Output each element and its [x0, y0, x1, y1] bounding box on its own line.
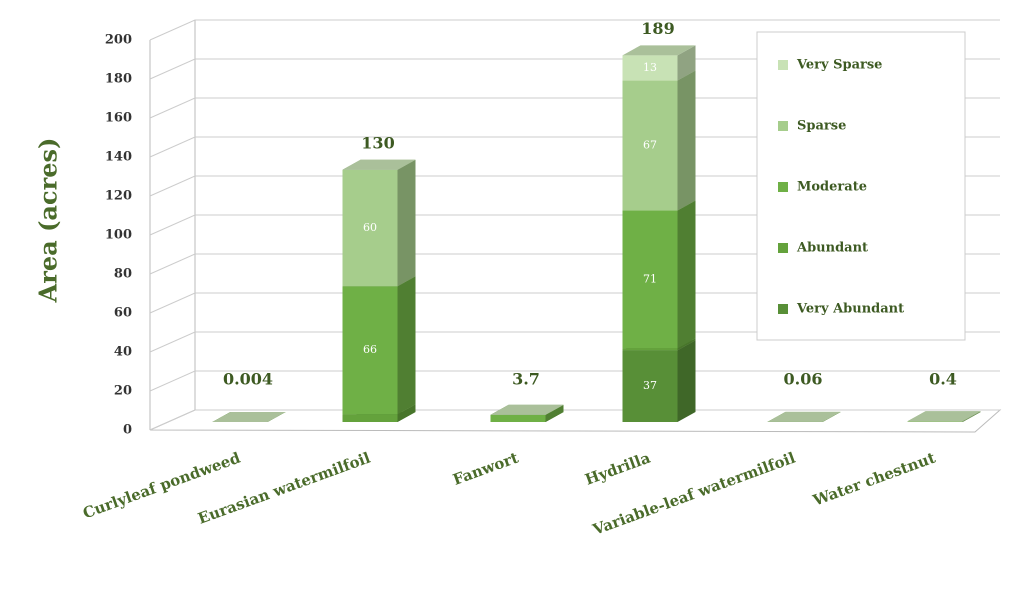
grid-line	[149, 58, 1000, 80]
y-tick-label: 40	[114, 345, 132, 360]
total-label: 130	[361, 133, 394, 152]
legend-label: Abundant	[796, 241, 868, 256]
bar-side	[397, 159, 416, 287]
y-tick-label: 20	[114, 384, 132, 399]
grid-line	[149, 253, 1000, 275]
legend-label: Very Sparse	[796, 58, 882, 73]
y-axis-title: Area (acres)	[34, 138, 63, 304]
bar-front	[622, 80, 678, 211]
bar-side	[397, 404, 416, 422]
bar-top	[212, 411, 286, 422]
grid-line	[149, 409, 1000, 431]
bar-top	[767, 411, 841, 422]
legend-label: Sparse	[797, 119, 846, 134]
y-tick-label: 180	[105, 72, 132, 87]
bar-side	[822, 411, 841, 422]
segment-label: 71	[643, 272, 657, 285]
bar-top	[342, 159, 416, 170]
total-label: 0.004	[223, 370, 273, 389]
bar-top	[907, 411, 981, 422]
grid-line	[149, 370, 1000, 392]
bar-front	[622, 350, 678, 422]
bar-side	[677, 45, 696, 81]
y-tick-label: 0	[123, 423, 132, 438]
bar-top	[490, 404, 564, 415]
y-tick-label: 140	[105, 150, 132, 165]
y-tick-label: 120	[105, 189, 132, 204]
total-label: 0.4	[929, 370, 957, 389]
bar-side	[545, 404, 564, 422]
total-label: 189	[641, 19, 674, 38]
bar-front	[342, 286, 398, 415]
legend-swatch	[778, 304, 788, 314]
segment-label: 13	[643, 61, 657, 74]
segment-label: 66	[363, 343, 377, 356]
x-tick-label: Fanwort	[450, 449, 520, 489]
bar-front	[622, 210, 678, 349]
legend-swatch	[778, 182, 788, 192]
bar-side	[962, 411, 981, 422]
bar-side	[677, 338, 696, 351]
bar-front	[622, 348, 678, 351]
y-tick-label: 200	[105, 33, 132, 48]
legend-swatch	[778, 60, 788, 70]
bar-front	[907, 421, 963, 422]
y-tick-label: 60	[114, 306, 132, 321]
bar-side	[267, 411, 286, 422]
bar-top	[622, 45, 696, 56]
grid-line	[149, 292, 1000, 314]
legend-swatch	[778, 121, 788, 131]
legend-label: Very Abundant	[796, 302, 904, 317]
segment-label: 60	[363, 221, 377, 234]
bar-side	[397, 276, 416, 415]
grid-line	[149, 97, 1000, 119]
bar-side	[677, 70, 696, 211]
y-tick-label: 160	[105, 111, 132, 126]
x-tick-label: Water chestnut	[810, 449, 938, 510]
total-label: 3.7	[512, 370, 540, 389]
grid-line	[149, 214, 1000, 236]
y-tick-label: 80	[114, 267, 132, 282]
grid-line	[149, 136, 1000, 158]
bar-front	[342, 169, 398, 287]
segment-label: 37	[643, 379, 657, 392]
bar-side	[677, 340, 696, 422]
legend-box	[756, 31, 966, 341]
bar-side	[677, 200, 696, 349]
y-tick-label: 100	[105, 228, 132, 243]
grid-line	[149, 175, 1000, 197]
total-label: 0.06	[784, 370, 823, 389]
x-tick-label: Hydrilla	[583, 449, 653, 489]
legend-label: Moderate	[797, 180, 867, 195]
grid-line	[149, 19, 1000, 41]
segment-label: 67	[643, 139, 657, 152]
bar-front	[490, 414, 546, 422]
bar-front	[622, 55, 678, 81]
grid-line	[149, 331, 1000, 353]
legend-swatch	[778, 243, 788, 253]
bar-front	[342, 414, 398, 422]
